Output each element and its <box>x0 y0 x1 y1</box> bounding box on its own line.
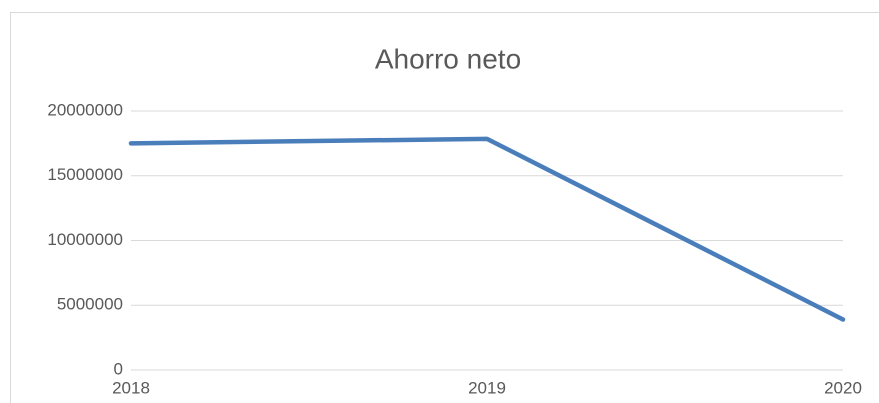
x-tick-label: 2018 <box>112 378 150 397</box>
data-line <box>128 136 846 322</box>
y-tick-label: 0 <box>114 359 123 378</box>
y-tick-label: 10000000 <box>47 230 123 249</box>
x-tick-label: 2020 <box>824 378 862 397</box>
y-tick-label: 20000000 <box>47 100 123 119</box>
y-tick-label: 5000000 <box>57 295 123 314</box>
chart-title: Ahorro neto <box>375 43 521 74</box>
x-tick-label: 2019 <box>468 378 506 397</box>
chart-frame <box>10 12 879 403</box>
y-tick-label: 15000000 <box>47 165 123 184</box>
